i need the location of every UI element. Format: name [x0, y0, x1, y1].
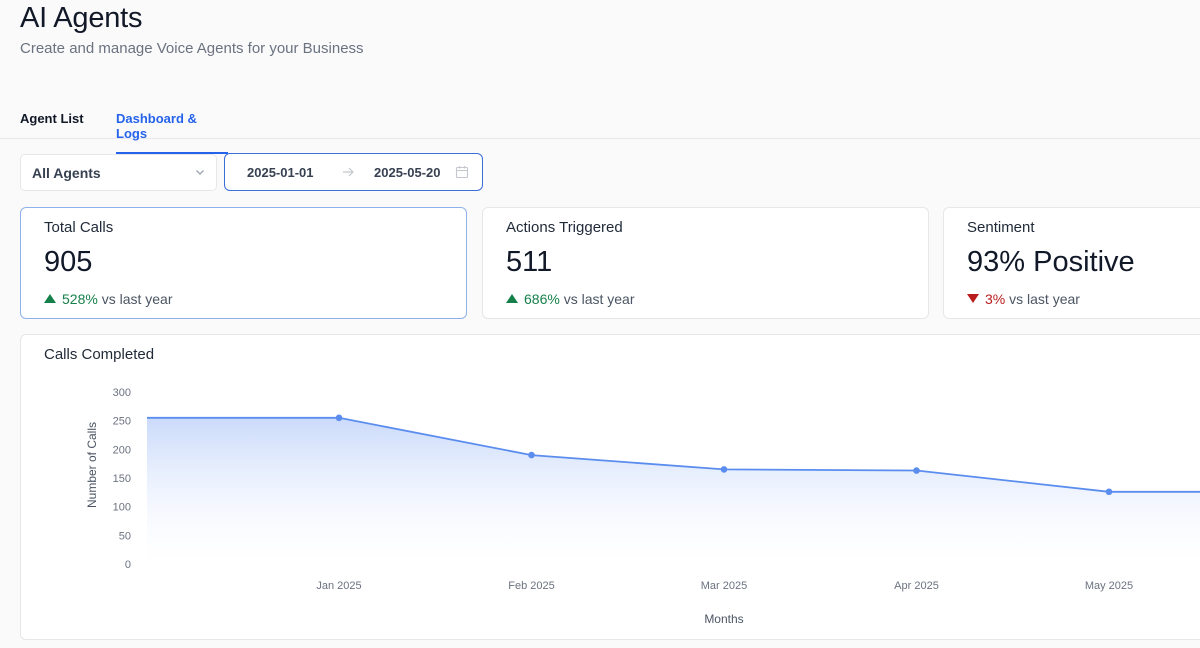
trend-suffix: vs last year: [1009, 291, 1080, 307]
x-tick-label: Apr 2025: [894, 580, 939, 592]
card-trend: 3% vs last year: [967, 291, 1080, 307]
trend-percent: 686%: [524, 291, 560, 307]
y-tick-label: 50: [119, 530, 131, 542]
date-end-input[interactable]: 2025-05-20: [374, 165, 441, 180]
trend-up-icon: [44, 294, 56, 303]
calls-completed-chart: 0 50 100 150 200 250 300 Jan 2025 Feb 2025 Mar 2…: [85, 387, 1200, 626]
trend-up-icon: [506, 294, 518, 303]
y-tick-label: 100: [113, 502, 131, 514]
trend-percent: 528%: [62, 291, 98, 307]
page-title: AI Agents: [20, 2, 143, 34]
calendar-icon[interactable]: [455, 165, 469, 179]
tab-dashboard-logs[interactable]: Dashboard & Logs: [116, 111, 228, 154]
stat-card-actions-triggered[interactable]: Actions Triggered 511 686% vs last year: [482, 207, 929, 319]
chart-title: Calls Completed: [44, 346, 155, 363]
x-axis-title: Months: [704, 612, 743, 626]
x-tick-label: Feb 2025: [508, 580, 554, 592]
y-tick-label: 0: [125, 559, 131, 571]
trend-suffix: vs last year: [563, 291, 635, 307]
arrow-right-icon: [343, 167, 354, 177]
page-subtitle: Create and manage Voice Agents for your …: [20, 40, 364, 57]
card-value: 93% Positive: [967, 246, 1135, 278]
x-tick-label: Mar 2025: [701, 580, 747, 592]
y-tick-label: 250: [113, 416, 131, 428]
tab-agent-list[interactable]: Agent List: [20, 111, 84, 126]
card-title: Total Calls: [44, 219, 114, 236]
card-trend: 686% vs last year: [506, 291, 635, 307]
card-trend: 528% vs last year: [44, 291, 173, 307]
card-value: 511: [506, 246, 553, 278]
series-area: [147, 417, 1200, 564]
y-tick-label: 300: [113, 387, 131, 399]
card-title: Actions Triggered: [506, 219, 623, 236]
y-tick-label: 200: [113, 444, 131, 456]
date-range-picker[interactable]: 2025-01-01 2025-05-20: [224, 153, 483, 191]
data-point[interactable]: [1105, 488, 1113, 496]
stat-card-sentiment[interactable]: Sentiment 93% Positive 3% vs last year: [943, 207, 1200, 319]
y-axis-title: Number of Calls: [85, 422, 99, 508]
card-value: 905: [44, 246, 93, 278]
data-point[interactable]: [335, 414, 343, 422]
data-point[interactable]: [528, 451, 535, 459]
date-start-input[interactable]: 2025-01-01: [247, 165, 314, 180]
trend-down-icon: [967, 294, 979, 303]
trend-percent: 3%: [985, 291, 1006, 307]
calls-completed-chart-card: Calls Completed 0 50 100 150 200 250 300 Jan 2…: [20, 334, 1200, 640]
agent-select-value: All Agents: [32, 165, 101, 181]
data-point[interactable]: [913, 467, 920, 474]
agent-select[interactable]: All Agents: [20, 154, 217, 191]
chevron-down-icon: [196, 170, 204, 175]
data-point[interactable]: [720, 466, 728, 473]
y-tick-label: 150: [113, 473, 131, 485]
trend-suffix: vs last year: [101, 291, 173, 307]
stat-card-total-calls[interactable]: Total Calls 905 528% vs last year: [20, 207, 467, 319]
x-tick-label: Jan 2025: [316, 580, 361, 592]
tab-bar: Agent List Dashboard & Logs: [0, 100, 1200, 154]
card-title: Sentiment: [967, 219, 1035, 236]
x-tick-label: May 2025: [1085, 580, 1133, 592]
